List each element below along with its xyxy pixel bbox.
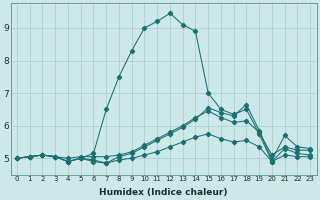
X-axis label: Humidex (Indice chaleur): Humidex (Indice chaleur) <box>99 188 228 197</box>
